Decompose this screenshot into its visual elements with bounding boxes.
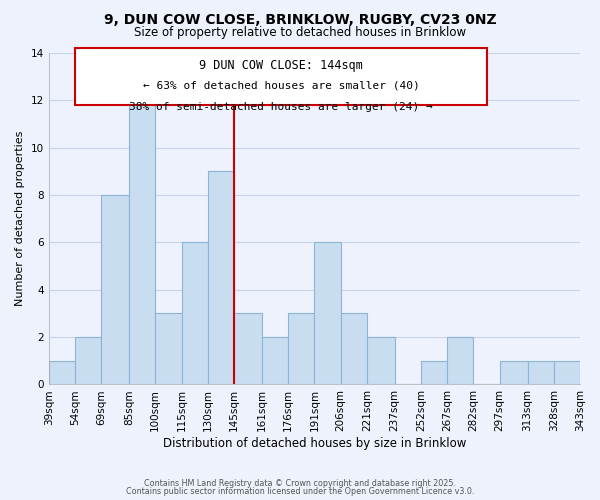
Text: Contains public sector information licensed under the Open Government Licence v3: Contains public sector information licen… <box>126 487 474 496</box>
Bar <box>101 195 129 384</box>
Bar <box>527 361 554 384</box>
Bar <box>421 361 447 384</box>
X-axis label: Distribution of detached houses by size in Brinklow: Distribution of detached houses by size … <box>163 437 466 450</box>
FancyBboxPatch shape <box>75 48 487 105</box>
Text: Contains HM Land Registry data © Crown copyright and database right 2025.: Contains HM Land Registry data © Crown c… <box>144 478 456 488</box>
Bar <box>500 361 527 384</box>
Bar <box>49 361 75 384</box>
Text: Size of property relative to detached houses in Brinklow: Size of property relative to detached ho… <box>134 26 466 39</box>
Bar <box>288 314 314 384</box>
Bar <box>155 314 182 384</box>
Bar <box>367 337 395 384</box>
Bar <box>234 314 262 384</box>
Text: 9, DUN COW CLOSE, BRINKLOW, RUGBY, CV23 0NZ: 9, DUN COW CLOSE, BRINKLOW, RUGBY, CV23 … <box>104 12 496 26</box>
Bar <box>341 314 367 384</box>
Bar <box>75 337 101 384</box>
Bar <box>182 242 208 384</box>
Bar <box>554 361 580 384</box>
Bar <box>447 337 473 384</box>
Bar <box>262 337 288 384</box>
Text: ← 63% of detached houses are smaller (40): ← 63% of detached houses are smaller (40… <box>143 80 419 90</box>
Y-axis label: Number of detached properties: Number of detached properties <box>15 131 25 306</box>
Text: 38% of semi-detached houses are larger (24) →: 38% of semi-detached houses are larger (… <box>129 102 433 112</box>
Bar <box>129 100 155 385</box>
Bar <box>208 172 234 384</box>
Bar <box>314 242 341 384</box>
Text: 9 DUN COW CLOSE: 144sqm: 9 DUN COW CLOSE: 144sqm <box>199 59 363 72</box>
